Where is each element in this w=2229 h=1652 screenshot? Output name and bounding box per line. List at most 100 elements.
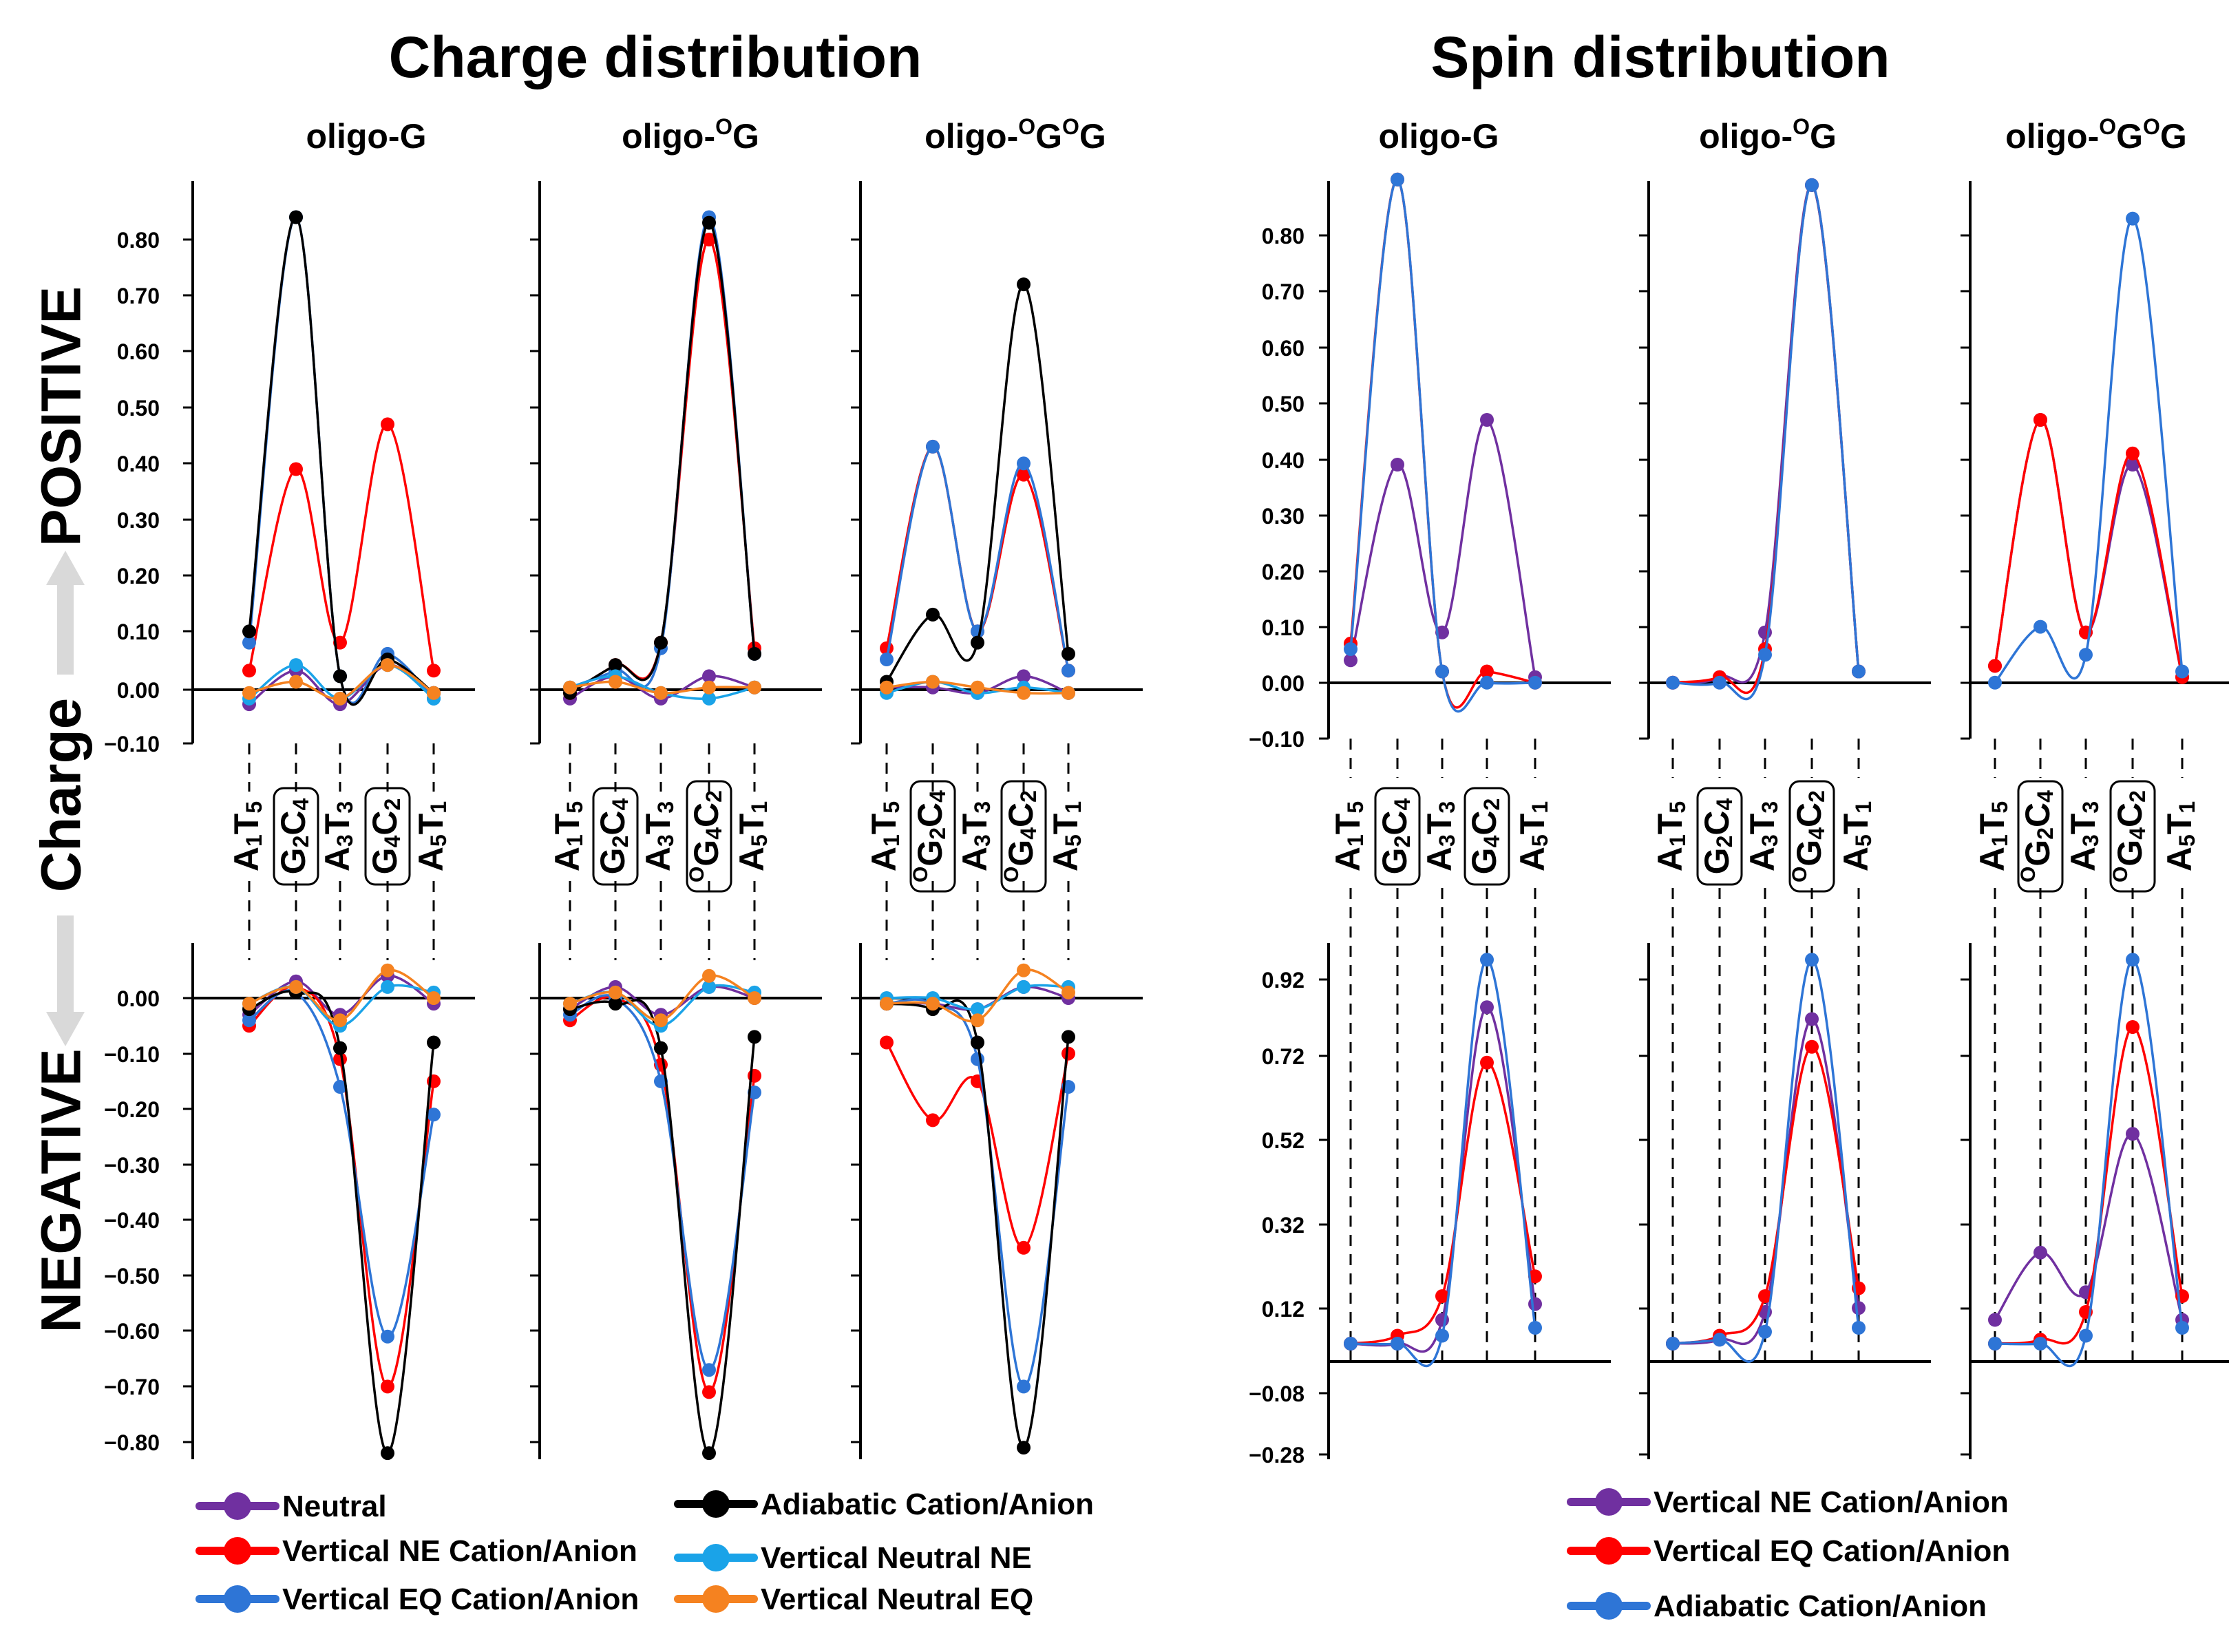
base-pair-index: 5 — [426, 834, 451, 847]
legend-label: Vertical NE Cation/Anion — [282, 1534, 637, 1568]
series-line-adia — [249, 990, 435, 1454]
base-pair-label: OG4C2 — [1000, 780, 1047, 893]
base-pair-label: G2C4 — [1696, 787, 1743, 886]
data-point-vneq — [971, 680, 984, 695]
base-pair-index: 2 — [1016, 790, 1041, 803]
data-point-sp_adia — [1852, 1321, 1866, 1335]
data-point-veq — [971, 1052, 984, 1066]
panel-series-spin-negative-oligo-OG — [1666, 953, 1866, 1363]
data-point-veq — [654, 1074, 668, 1088]
panel-title-5: oligo-OG — [1699, 114, 1837, 156]
base-pair-base: G — [687, 840, 726, 867]
y-tick-label: 0.30 — [117, 508, 160, 533]
base-pair-base: A — [1046, 847, 1085, 871]
base-pair-text: A3T3 — [1743, 801, 1782, 871]
base-pair-index: 5 — [879, 801, 904, 814]
y-tick-label: 0.80 — [1262, 224, 1304, 248]
data-point-sp_veq — [2033, 413, 2047, 427]
legend-marker — [702, 1544, 730, 1571]
y-tick-label: 0.70 — [1262, 279, 1304, 304]
panel-title-text: oligo- — [622, 117, 715, 156]
base-pair-index: 3 — [653, 834, 678, 847]
data-point-sp_veq — [1480, 664, 1494, 679]
data-point-veq — [1061, 664, 1075, 678]
base-pair-index: 1 — [1665, 834, 1690, 847]
base-pair-base: A — [1837, 847, 1875, 871]
base-pair-base: T — [1329, 814, 1367, 835]
base-pair-index: 1 — [242, 834, 266, 847]
base-pair-label: OG4C2 — [1788, 780, 1835, 893]
base-pair-base: T — [955, 814, 994, 835]
base-pair-base: C — [366, 810, 404, 835]
panel-title-text: G — [2160, 117, 2187, 156]
base-pair-index: 4 — [2125, 827, 2150, 840]
data-point-vneq — [1017, 963, 1031, 977]
base-pair-base: G — [1698, 847, 1736, 874]
base-pair-text: A5T1 — [2160, 801, 2199, 871]
base-pair-base: A — [412, 847, 450, 871]
base-pair-base: T — [1420, 814, 1459, 835]
base-pair-index: 1 — [1061, 801, 1086, 814]
data-point-vneq — [880, 997, 894, 1011]
series-line-adia — [886, 999, 1070, 1449]
series-line-sp_veq — [1672, 184, 1860, 695]
data-point-adia — [289, 210, 303, 224]
base-pair-index: 4 — [2033, 790, 2058, 803]
base-pair-base: T — [732, 814, 771, 835]
data-point-sp_vne — [2126, 1127, 2140, 1141]
data-point-sp_adia — [1435, 1328, 1449, 1343]
data-point-sp_vne — [1344, 653, 1358, 668]
data-point-adia — [971, 1035, 984, 1050]
data-point-vnne — [702, 691, 716, 706]
panel-series-spin-negative-oligo-OGOG — [1988, 953, 2189, 1368]
data-point-adia — [748, 1030, 761, 1044]
base-pair-box — [686, 780, 732, 893]
base-pair-label: G4C2 — [364, 787, 411, 886]
data-point-adia — [654, 635, 668, 650]
data-point-vneq — [427, 686, 441, 700]
base-pair-index: 2 — [2033, 827, 2058, 840]
panel-title-1: oligo-G — [306, 117, 427, 156]
data-point-vnne — [1017, 979, 1031, 994]
base-pair-base: G — [1465, 847, 1503, 874]
panel-title-text: G — [2116, 117, 2143, 156]
data-point-vneq — [333, 691, 347, 706]
base-pair-base: A — [318, 847, 357, 871]
base-pair-base: G — [911, 840, 949, 867]
base-pair-base: C — [2018, 803, 2057, 827]
base-pair-index: 3 — [1757, 801, 1782, 814]
y-tick-label: 0.40 — [117, 452, 160, 476]
data-point-sp_adia — [2079, 1328, 2093, 1343]
data-point-sp_adia — [1758, 648, 1772, 662]
data-point-vne — [880, 1035, 894, 1050]
data-point-adia — [427, 1035, 441, 1050]
data-point-sp_veq — [1480, 1055, 1494, 1070]
panel-series-charge-negative-oligo-OGOG — [880, 963, 1075, 1455]
data-point-sp_adia — [2079, 648, 2093, 662]
data-point-veq — [427, 1108, 441, 1122]
legend-marker — [1595, 1592, 1623, 1620]
base-pair-base: A — [732, 847, 771, 871]
base-pair-index: 5 — [1061, 834, 1086, 847]
base-pair-base: A — [2160, 847, 2199, 871]
base-pair-base: A — [865, 847, 903, 871]
base-pair-text: OG4C2 — [1000, 790, 1042, 882]
base-pair-index: 2 — [380, 798, 405, 811]
base-pair-index: 4 — [1390, 798, 1415, 810]
base-pair-box — [1374, 787, 1421, 886]
base-pair-text: OG2C4 — [909, 790, 951, 882]
panel-title-text: G — [732, 117, 759, 156]
series-line-sp_vne — [1672, 184, 1860, 684]
series — [242, 172, 2189, 1461]
data-point-vneq — [563, 680, 577, 695]
data-point-adia — [926, 607, 940, 622]
data-point-vneq — [427, 991, 441, 1005]
data-point-vneq — [702, 968, 716, 983]
y-tick-label: −0.30 — [104, 1153, 160, 1178]
panel-title-sup: O — [2143, 114, 2160, 139]
data-point-vnne — [289, 658, 303, 673]
data-point-sp_vne — [1852, 1301, 1866, 1315]
data-point-vnne — [971, 1002, 984, 1017]
y-tick-label: −0.28 — [1249, 1443, 1304, 1468]
base-pair-text: G4C2 — [366, 798, 405, 875]
